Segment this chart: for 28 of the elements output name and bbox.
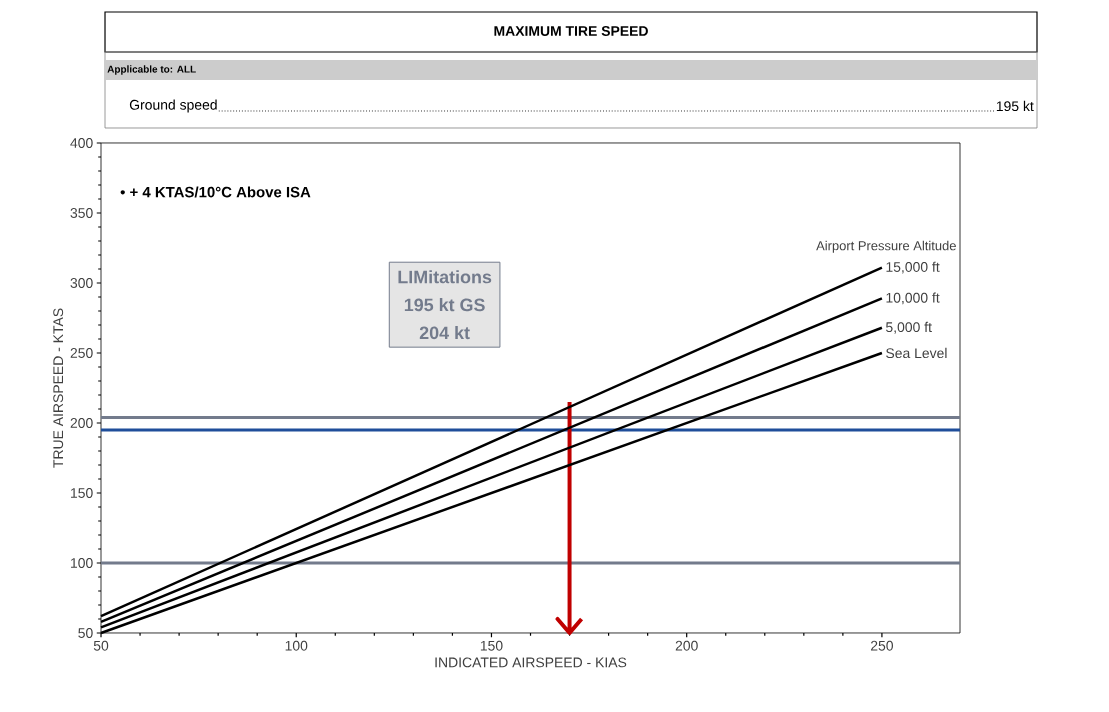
annotation: 204 kt (419, 325, 470, 340)
y-tick-label: 250 (70, 348, 93, 358)
annotation: • + 4 KTAS/10°C Above ISA (120, 186, 311, 198)
x-tick-label: 50 (93, 640, 109, 651)
series-label: 5,000 ft (886, 321, 932, 334)
series-label: 15,000 ft (886, 261, 940, 274)
y-tick-label: 50 (78, 628, 93, 638)
series-label: Sea Level (886, 347, 947, 359)
annotation: Airport Pressure Altitude (816, 240, 956, 253)
x-tick-label: 150 (480, 640, 503, 651)
x-tick-label: 250 (870, 640, 894, 651)
y-tick-label: 300 (70, 278, 93, 288)
y-tick-label: 400 (70, 138, 93, 148)
y-tick-label: 350 (70, 208, 93, 218)
chart-subtitle: Applicable to: ALL (107, 65, 196, 75)
y-tick-label: 200 (70, 418, 93, 428)
y-tick-label: 150 (71, 488, 93, 498)
x-tick-label: 200 (675, 640, 698, 651)
y-tick-label: 100 (71, 558, 93, 568)
annotation: 195 kt GS (404, 298, 485, 312)
annotation: LIMitations (398, 270, 492, 284)
x-axis-title: INDICATED AIRSPEED - KIAS (435, 657, 627, 668)
y-axis-title: TRUE AIRSPEED - KTAS (53, 308, 64, 468)
text: Ground speed (129, 99, 217, 113)
text: 195 kt (996, 100, 1034, 112)
chart-title: MAXIMUM TIRE SPEED (494, 26, 648, 36)
series-label: 10,000 ft (886, 292, 940, 305)
x-tick-label: 100 (285, 640, 308, 651)
